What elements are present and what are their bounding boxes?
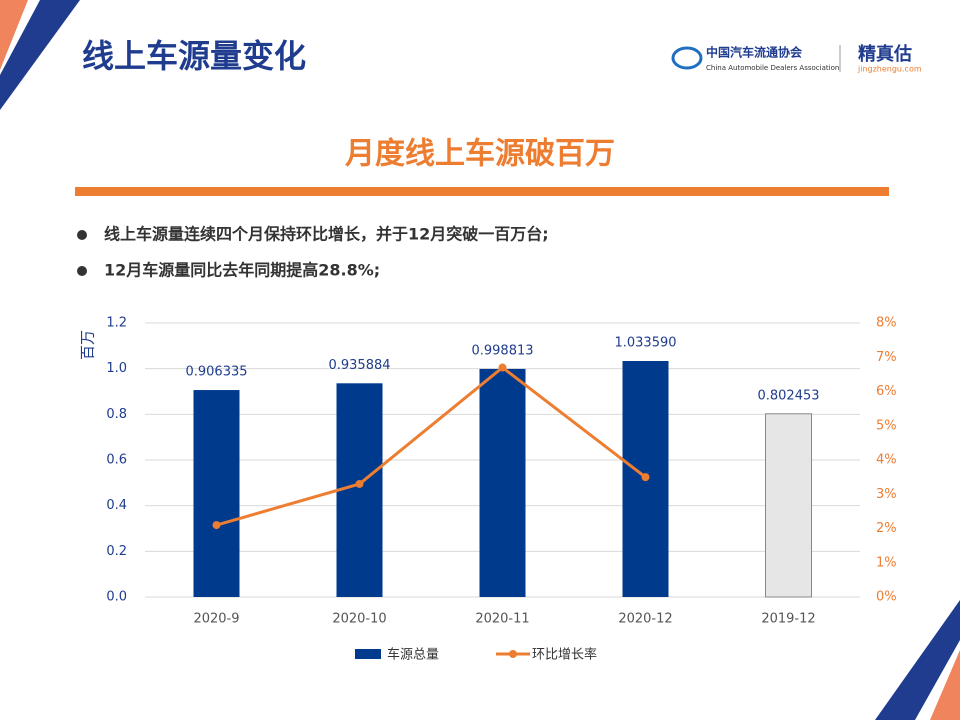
legend-label: 车源总量 [387,647,439,663]
y-tick-label: 1.0 [106,361,127,376]
bullet: 线上车源量连续四个月保持环比增长，并于12月突破一百万台; [104,225,549,244]
line-point [212,521,221,530]
y-tick-label: 0.4 [106,498,127,513]
x-tick-label: 2019-12 [761,612,815,627]
logo-en: China Automobile Dealers Association [706,64,839,72]
y2-tick-label: 0% [876,590,897,605]
x-tick-label: 2020-9 [193,612,239,627]
y2-tick-label: 7% [876,350,897,365]
y-tick-label: 0.8 [106,407,127,422]
data-label: 1.033590 [614,335,676,350]
y2-tick-label: 1% [876,555,897,570]
bullet-dot [77,230,87,240]
legend-swatch [355,649,381,659]
data-label: 0.935884 [328,358,390,373]
x-tick-label: 2020-11 [475,612,529,627]
line-point [355,479,364,488]
data-label: 0.998813 [471,343,533,358]
brand: 精真估 [858,43,912,65]
bar [336,383,383,597]
line-point [641,473,650,482]
y-tick-label: 0.0 [106,590,127,605]
bullet-dot [77,266,87,276]
y2-tick-label: 6% [876,384,897,399]
y-tick-label: 1.2 [106,316,127,331]
y-tick-label: 0.2 [106,544,127,559]
slide-title: 线上车源量变化 [82,37,306,75]
data-label: 0.802453 [757,388,819,403]
corner-stripe [930,650,960,720]
y2-tick-label: 2% [876,521,897,536]
brand-url: jingzhengu.com [857,65,922,74]
y-axis-label: 百万 [79,330,97,360]
bar [765,413,812,598]
bar [193,390,240,597]
y2-tick-label: 5% [876,418,897,433]
legend-swatch [509,650,517,658]
x-tick-label: 2020-10 [332,612,386,627]
line-point [498,363,507,372]
y2-tick-label: 4% [876,453,897,468]
subtitle: 月度线上车源破百万 [345,137,615,172]
y2-tick-label: 8% [876,316,897,331]
bullet: 12月车源量同比去年同期提高28.8%; [104,261,380,280]
divider [75,187,889,196]
logo-icon [671,46,703,70]
x-tick-label: 2020-12 [618,612,672,627]
legend-label: 环比增长率 [532,647,597,663]
y2-tick-label: 3% [876,487,897,502]
corner-stripe [0,0,28,70]
bar [479,368,526,597]
corner-stripe [875,600,960,720]
logo-cn: 中国汽车流通协会 [706,45,803,60]
line [216,365,647,527]
corner-stripe [0,0,80,110]
y-tick-label: 0.6 [106,453,127,468]
chart: 0.0 0.2 0.4 0.6 0.8 1.0 1.2 0% 1% 2% 3% 4% 5% 6% 7% 8% 2… [106,316,896,663]
data-label: 0.906335 [185,365,247,380]
